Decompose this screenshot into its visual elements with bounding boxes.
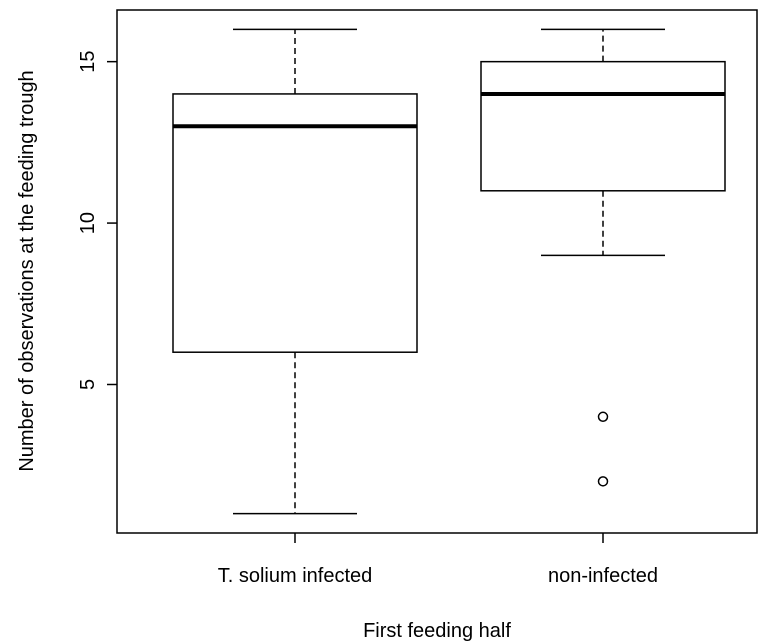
- y-axis: 5 10 15: [77, 51, 117, 390]
- box: [172, 93, 418, 353]
- x-tick-label: T. solium infected: [218, 565, 373, 587]
- x-axis: T. solium infected non-infected: [218, 533, 658, 587]
- x-axis-title: First feeding half: [363, 620, 511, 642]
- y-tick-label: 15: [77, 51, 99, 73]
- outlier-point: [597, 411, 609, 423]
- y-tick-label: 5: [77, 379, 99, 390]
- y-tick-label: 10: [77, 212, 99, 234]
- boxes: [172, 28, 726, 515]
- box: [480, 60, 726, 192]
- outlier-point: [597, 476, 609, 487]
- plot-frame: [116, 9, 758, 534]
- y-axis-title: Number of observations at the feeding tr…: [16, 70, 38, 471]
- x-tick-label: non-infected: [548, 565, 658, 587]
